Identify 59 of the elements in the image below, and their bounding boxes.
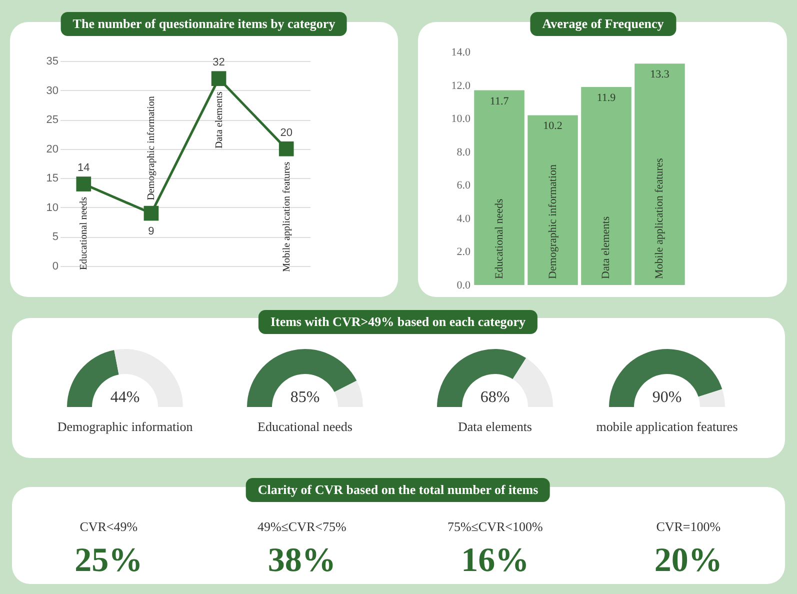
data-label: 10.2: [543, 120, 562, 132]
data-label: 14: [78, 162, 90, 174]
bar: [581, 86, 632, 285]
y-tick-label: 0.0: [456, 280, 471, 292]
y-tick-label: 0: [52, 260, 58, 272]
data-label: 20: [280, 126, 292, 139]
chart-title: Average of Frequency: [530, 12, 676, 36]
data-label: 16%: [461, 542, 530, 579]
data-label: 9: [148, 225, 154, 238]
text: Data elements: [458, 419, 532, 434]
y-tick-label: 30: [46, 84, 58, 97]
bar: [528, 115, 578, 285]
data-label: 11.7: [490, 95, 510, 108]
text: Educational needs: [258, 419, 352, 434]
category-label: CVR<49%: [80, 519, 138, 534]
data-label: 20%: [654, 542, 722, 579]
x-tick-label: Educational needs: [493, 198, 506, 279]
bar: [634, 64, 685, 285]
x-tick-label: Demographic information: [546, 164, 559, 279]
y-tick-label: 15: [46, 172, 58, 185]
text: Demographic information: [57, 419, 194, 434]
y-tick-label: 14.0: [451, 46, 471, 58]
bar: [474, 90, 524, 285]
y-tick-label: 12.0: [451, 80, 471, 92]
point: [278, 141, 294, 156]
x-tick-label: Educational needs: [78, 196, 90, 270]
y-tick-label: 8.0: [456, 146, 471, 158]
category-label: 75%≤CVR<100%: [447, 519, 543, 534]
y-tick-label: 10.0: [451, 113, 471, 126]
category-label: 49%≤CVR<75%: [257, 519, 346, 534]
y-tick-label: 5: [52, 231, 58, 244]
text: Clarity of CVR based on the total number of items: [246, 478, 550, 502]
y-tick-label: 4.0: [456, 212, 471, 225]
data-label: 68%: [480, 389, 510, 406]
chart-title: The number of questionnaire items by category: [60, 12, 348, 36]
y-tick-label: 35: [46, 56, 58, 68]
data-label: 13.3: [650, 68, 670, 81]
y-tick-label: 6.0: [456, 180, 471, 192]
y-tick-label: 10: [46, 202, 58, 214]
data-label: 25%: [74, 542, 143, 579]
x-tick-label: Mobile application features: [281, 162, 292, 272]
x-tick-label: Mobile application features: [654, 158, 666, 279]
text: mobile application features: [596, 419, 738, 434]
data-label: 32: [212, 56, 225, 69]
text: Items with CVR>49% based on each category: [258, 310, 538, 334]
data-label: 90%: [652, 389, 682, 406]
y-tick-label: 2.0: [456, 246, 471, 258]
data-label: 38%: [268, 542, 336, 579]
data-label: 44%: [110, 389, 140, 406]
point: [76, 176, 92, 192]
category-label: CVR=100%: [656, 519, 721, 534]
data-label: 85%: [290, 389, 320, 406]
point: [144, 206, 159, 221]
y-tick-label: 25: [46, 114, 58, 126]
y-tick-label: 20: [46, 143, 58, 156]
data-label: 11.9: [596, 92, 616, 104]
x-tick-label: Data elements: [600, 216, 612, 279]
x-tick-label: Demographic information: [146, 96, 158, 200]
point: [211, 71, 226, 86]
